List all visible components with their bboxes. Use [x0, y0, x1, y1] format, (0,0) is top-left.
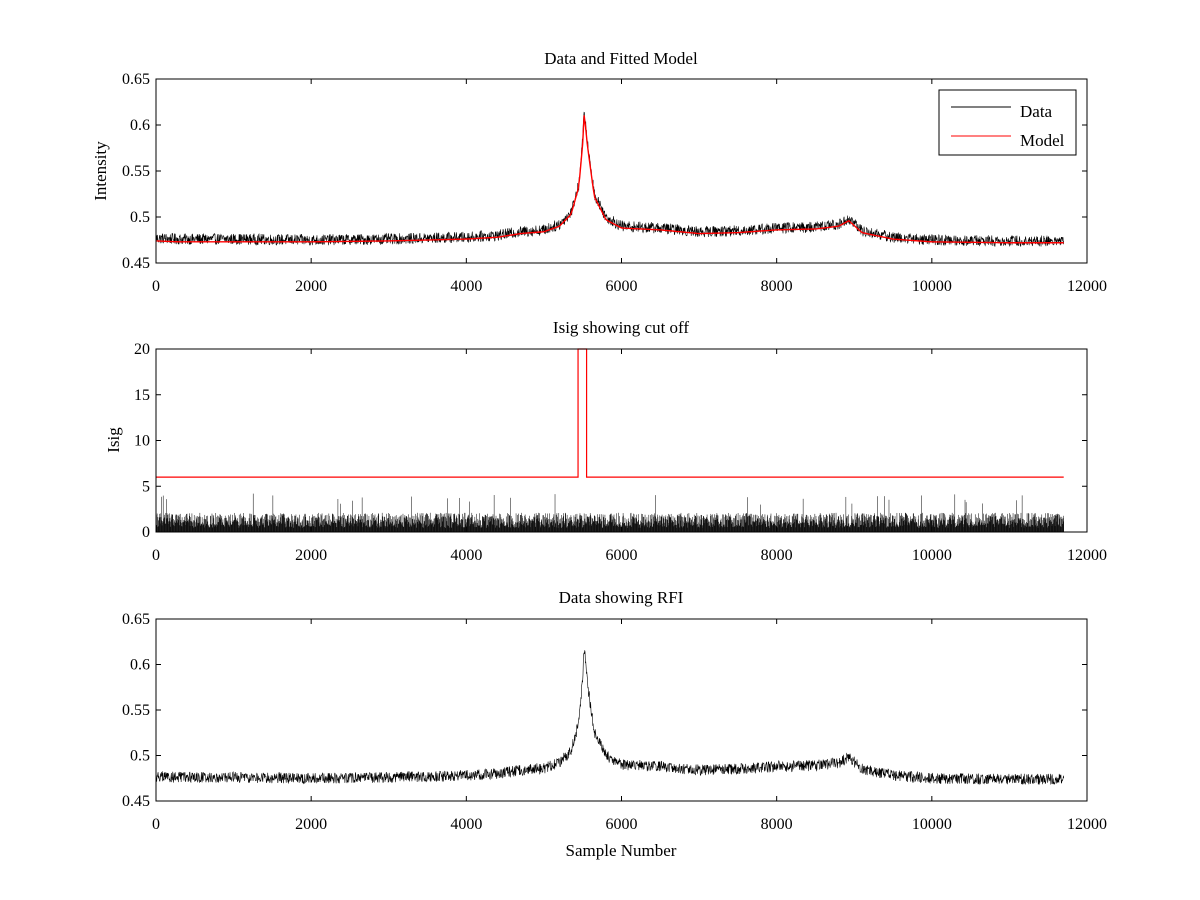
x-tick-label: 8000 — [761, 547, 793, 564]
legend-box — [938, 89, 1077, 156]
x-tick-label: 12000 — [1067, 278, 1107, 295]
y-tick-label: 0.6 — [130, 117, 150, 134]
legend-entry-data: Data — [1020, 102, 1053, 121]
y-tick-label: 0.5 — [130, 748, 150, 765]
x-tick-label: 12000 — [1067, 547, 1107, 564]
x-tick-label: 6000 — [606, 816, 638, 833]
x-tick-label: 2000 — [295, 547, 327, 564]
subplot-data-and-model: 0 2000 4000 6000 8000 10000 12000 0.45 0.5 0.55 0.… — [91, 49, 1107, 295]
y-tick-label: 0.65 — [122, 611, 150, 628]
legend-entry-model: Model — [1020, 131, 1065, 150]
plot-area — [156, 349, 1087, 532]
y-tick-label: 15 — [134, 387, 150, 404]
x-tick-label: 10000 — [912, 547, 952, 564]
x-tick-label: 8000 — [761, 278, 793, 295]
y-tick-label: 20 — [134, 341, 150, 358]
tick-layer: 0 2000 4000 6000 8000 10000 12000 0.45 0.5 0.55 0.… — [122, 611, 1107, 833]
y-axis-label: Isig — [104, 427, 123, 453]
tick-layer: 0 2000 4000 6000 8000 10000 12000 0.45 0.5 0.55 0.… — [122, 71, 1107, 295]
x-tick-label: 6000 — [606, 547, 638, 564]
x-tick-label: 10000 — [912, 278, 952, 295]
x-tick-label: 6000 — [606, 278, 638, 295]
y-tick-label: 5 — [142, 478, 150, 495]
series-layer — [155, 111, 1065, 247]
y-tick-label: 0.55 — [122, 702, 150, 719]
x-tick-label: 2000 — [295, 816, 327, 833]
y-tick-label: 10 — [134, 433, 150, 450]
y-tick-label: 0 — [142, 524, 150, 541]
y-tick-label: 0.45 — [122, 793, 150, 810]
legend: Data Model — [938, 89, 1077, 156]
subplot-rfi: 0 2000 4000 6000 8000 10000 12000 0.45 0.5 0.55 0.… — [122, 588, 1107, 860]
x-tick-label: 2000 — [295, 278, 327, 295]
y-tick-label: 0.45 — [122, 255, 150, 272]
chart-title: Data and Fitted Model — [544, 49, 698, 68]
x-tick-label: 10000 — [912, 816, 952, 833]
plot-area — [156, 79, 1087, 263]
plot-area — [156, 619, 1087, 801]
x-tick-label: 0 — [152, 816, 160, 833]
y-tick-label: 0.5 — [130, 209, 150, 226]
x-tick-label: 0 — [152, 278, 160, 295]
x-tick-label: 12000 — [1067, 816, 1107, 833]
x-tick-label: 4000 — [450, 278, 482, 295]
x-tick-label: 8000 — [761, 816, 793, 833]
y-tick-label: 0.6 — [130, 657, 150, 674]
chart-title: Isig showing cut off — [553, 318, 689, 337]
y-tick-label: 0.65 — [122, 71, 150, 88]
series-layer — [155, 650, 1065, 785]
y-axis-label: Intensity — [91, 141, 110, 201]
tick-layer: 0 2000 4000 6000 8000 10000 12000 0 5 10 15 20 — [134, 341, 1107, 564]
subplot-isig: 0 2000 4000 6000 8000 10000 12000 0 5 10 15 20 Isig… — [104, 318, 1107, 564]
x-tick-label: 4000 — [450, 816, 482, 833]
x-tick-label: 4000 — [450, 547, 482, 564]
series-line-model — [155, 115, 1064, 244]
y-tick-label: 0.55 — [122, 163, 150, 180]
series-line-data — [155, 650, 1065, 785]
x-axis-label: Sample Number — [566, 841, 677, 860]
x-tick-label: 0 — [152, 547, 160, 564]
chart-title: Data showing RFI — [559, 588, 684, 607]
